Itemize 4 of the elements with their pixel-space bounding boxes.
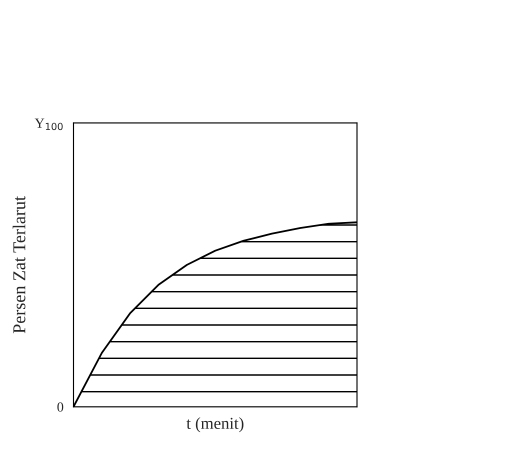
y-tick-label: 0: [57, 402, 64, 412]
x-axis-title: t (menit): [186, 417, 244, 432]
y-tick-label: Y$_{100}$: [34, 118, 63, 130]
y-axis-title: Persen Zat Terlarut: [12, 196, 26, 334]
